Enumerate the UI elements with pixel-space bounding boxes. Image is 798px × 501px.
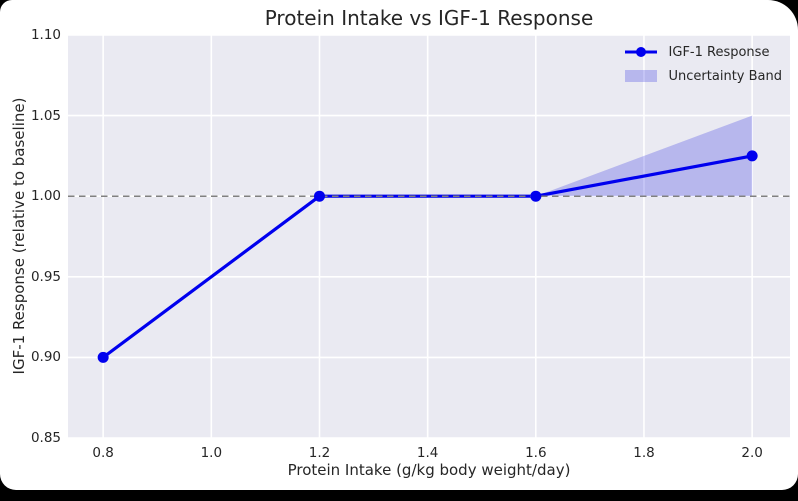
chart-title: Protein Intake vs IGF-1 Response: [264, 6, 594, 30]
y-tick-label: 1.10: [30, 27, 61, 43]
legend-label: IGF-1 Response: [668, 44, 770, 60]
line-marker-swatch-icon: [624, 47, 657, 57]
y-tick-label: 0.90: [30, 349, 61, 366]
data-point-marker: [746, 150, 758, 162]
x-axis-label: Protein Intake (g/kg body weight/day): [287, 461, 571, 479]
patch-swatch-icon: [624, 70, 657, 82]
x-tick-label: 2.0: [741, 445, 763, 461]
legend-entry-igf1-response: IGF-1 Response: [623, 41, 782, 63]
y-tick-label: 1.00: [30, 188, 61, 205]
plot-canvas: [68, 35, 790, 438]
x-tick-label: 1.4: [416, 445, 439, 461]
igf1-response-line: [102, 154, 753, 359]
y-tick-label: 1.05: [30, 107, 61, 124]
x-tick-label: 1.2: [308, 445, 331, 461]
plot-area: IGF-1 Response Uncertainty Band: [68, 35, 790, 438]
x-tick-label: 1.8: [633, 445, 655, 461]
x-tick-label: 1.0: [200, 445, 223, 461]
chart-window: Protein Intake vs IGF-1 Response IGF-1 R…: [0, 0, 798, 490]
figure: Protein Intake vs IGF-1 Response IGF-1 R…: [10, 6, 790, 479]
data-point-marker: [97, 351, 109, 363]
data-point-marker: [313, 190, 325, 202]
y-tick-label: 0.85: [30, 430, 61, 446]
x-tick-label: 1.6: [525, 445, 547, 461]
y-tick-label: 0.95: [30, 268, 61, 285]
data-point-marker: [530, 190, 542, 202]
legend-entry-uncertainty-band: Uncertainty Band: [623, 65, 782, 87]
x-tick-label: 0.8: [92, 445, 114, 461]
legend: IGF-1 Response Uncertainty Band: [623, 41, 782, 87]
legend-label: Uncertainty Band: [668, 68, 782, 84]
uncertainty-band: [535, 115, 753, 197]
y-axis-label: IGF-1 Response (relative to baseline): [10, 97, 28, 375]
